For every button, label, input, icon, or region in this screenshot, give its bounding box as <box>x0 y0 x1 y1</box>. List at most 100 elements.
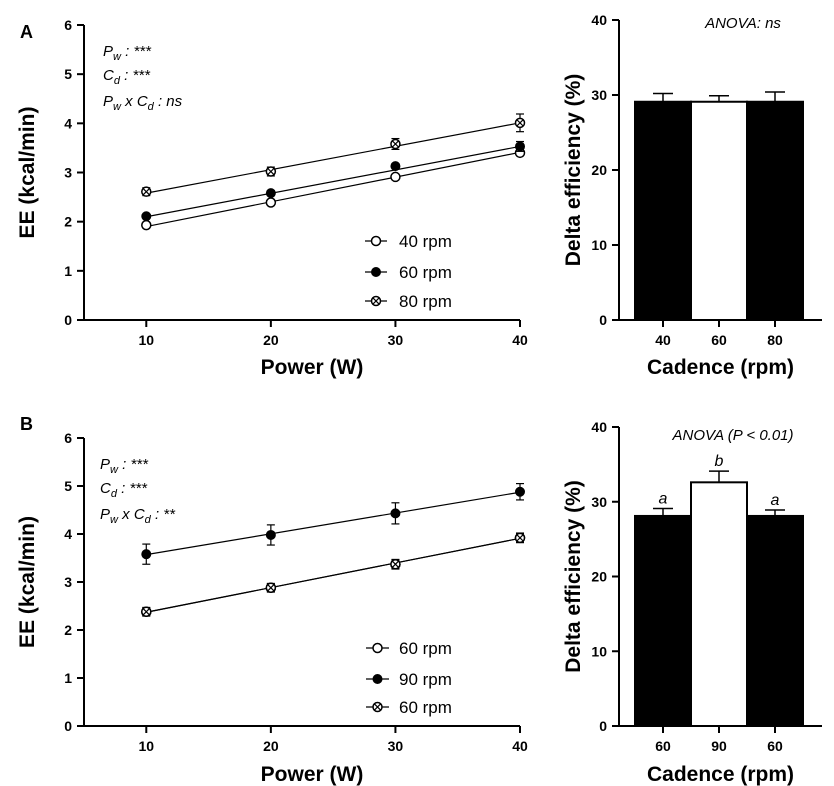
panel-label: A <box>20 22 33 42</box>
legend-label: 80 rpm <box>399 292 452 311</box>
y-axis-label: EE (kcal/min) <box>16 107 39 239</box>
anova-annotation: ANOVA (P < 0.01) <box>671 427 793 444</box>
bar <box>746 514 804 728</box>
stats-annotation: Cd : *** <box>100 480 148 500</box>
x-tick-label: 30 <box>388 332 404 348</box>
series-circle-x <box>141 532 526 618</box>
bar-chart-B-right: 0 10 20 30 40 60 a 90 b 60 a ANOVA (P < 0.01) Cadenc… <box>562 419 822 786</box>
data-point <box>390 558 401 570</box>
data-point-cross-b <box>142 188 150 196</box>
series-circle-x <box>141 113 526 197</box>
data-point-cross-b <box>267 167 275 176</box>
bar <box>690 100 748 321</box>
y-tick-label: 4 <box>64 526 72 542</box>
y-tick-label: 6 <box>64 430 72 446</box>
x-tick-label: 60 <box>767 738 783 754</box>
x-tick-label: 30 <box>388 738 404 754</box>
data-point <box>390 138 401 150</box>
x-tick-label: 10 <box>138 738 154 754</box>
legend-item: 60 rpm <box>366 639 452 658</box>
stats-annotation: Pw : *** <box>100 456 149 476</box>
regression-line <box>146 537 521 613</box>
data-point <box>265 529 276 540</box>
legend-marker <box>371 267 381 277</box>
regression-line <box>146 151 521 228</box>
legend-marker <box>370 295 382 307</box>
x-tick-label: 40 <box>655 332 671 348</box>
regression-line <box>146 145 521 218</box>
data-point <box>515 486 525 497</box>
legend-marker <box>372 642 383 654</box>
stats-annotation: Pw x Cd : ** <box>100 506 176 526</box>
x-tick-label: 20 <box>263 332 279 348</box>
legend-marker-cross-b <box>372 297 380 305</box>
legend-label: 90 rpm <box>399 670 452 689</box>
regression-line <box>146 122 521 194</box>
stats-annotation: Cd : *** <box>103 67 151 87</box>
y-tick-label: 30 <box>591 494 607 510</box>
x-tick-label: 10 <box>138 332 154 348</box>
significance-letter: b <box>715 453 724 470</box>
legend-label: 60 rpm <box>399 698 452 717</box>
legend-marker <box>372 674 383 684</box>
data-point <box>265 188 276 199</box>
x-axis-label: Cadence (rpm) <box>647 356 794 379</box>
y-tick-label: 20 <box>591 569 607 585</box>
y-tick-label: 20 <box>591 162 607 178</box>
y-tick-label: 40 <box>591 12 607 28</box>
data-point-cross-b <box>391 560 400 568</box>
data-point <box>390 161 401 172</box>
data-point <box>514 532 526 544</box>
data-point <box>141 219 152 231</box>
y-axis-label: Delta efficiency (%) <box>562 480 585 673</box>
data-point <box>265 166 277 177</box>
legend-label: 60 rpm <box>399 263 452 282</box>
series-filled-circle <box>141 483 525 565</box>
series-open-circle <box>141 147 526 231</box>
stats-annotation: Pw : *** <box>103 43 152 63</box>
data-point <box>515 141 525 152</box>
x-axis-label: Power (W) <box>261 356 364 379</box>
data-point <box>265 582 277 594</box>
bar <box>634 100 692 321</box>
x-axis-label: Power (W) <box>261 763 364 786</box>
y-tick-label: 2 <box>64 622 72 638</box>
x-tick-label: 60 <box>711 332 727 348</box>
data-point-cross-b <box>516 534 524 542</box>
data-point <box>265 197 277 208</box>
bar <box>746 100 804 321</box>
y-tick-label: 0 <box>64 718 72 734</box>
x-tick-label: 20 <box>263 738 279 754</box>
series-filled-circle <box>141 140 525 222</box>
legend-marker <box>370 235 382 247</box>
y-tick-label: 0 <box>599 312 607 328</box>
legend-item: 60 rpm <box>365 263 452 282</box>
x-tick-label: 40 <box>512 738 528 754</box>
y-tick-label: 5 <box>64 66 72 82</box>
x-tick-label: 40 <box>512 332 528 348</box>
data-point <box>141 186 152 197</box>
legend-item: 80 rpm <box>365 292 452 311</box>
data-point-cross-b <box>142 608 150 616</box>
x-tick-label: 60 <box>655 738 671 754</box>
x-tick-label: 90 <box>711 738 727 754</box>
data-point <box>390 171 401 183</box>
y-axis-label: EE (kcal/min) <box>16 516 39 648</box>
significance-letter: a <box>659 490 668 507</box>
y-tick-label: 10 <box>591 237 607 253</box>
y-tick-label: 10 <box>591 643 607 659</box>
legend-label: 40 rpm <box>399 232 452 251</box>
y-axis-label: Delta efficiency (%) <box>562 74 585 267</box>
data-point-cross-b <box>267 584 275 592</box>
regression-line <box>146 491 521 556</box>
panel-label: B <box>20 414 33 434</box>
y-tick-label: 1 <box>64 670 72 686</box>
bar <box>690 481 748 727</box>
legend-marker-cross-b <box>373 703 382 711</box>
data-point-cross-b <box>516 119 524 127</box>
legend-marker <box>372 701 383 713</box>
anova-annotation: ANOVA: ns <box>704 15 781 32</box>
legend-item: 90 rpm <box>366 670 452 689</box>
data-point <box>390 508 401 519</box>
bar-chart-A-right: 0 10 20 30 40 40 60 80 ANOVA: ns Cadence (rpm) Del… <box>562 12 822 379</box>
